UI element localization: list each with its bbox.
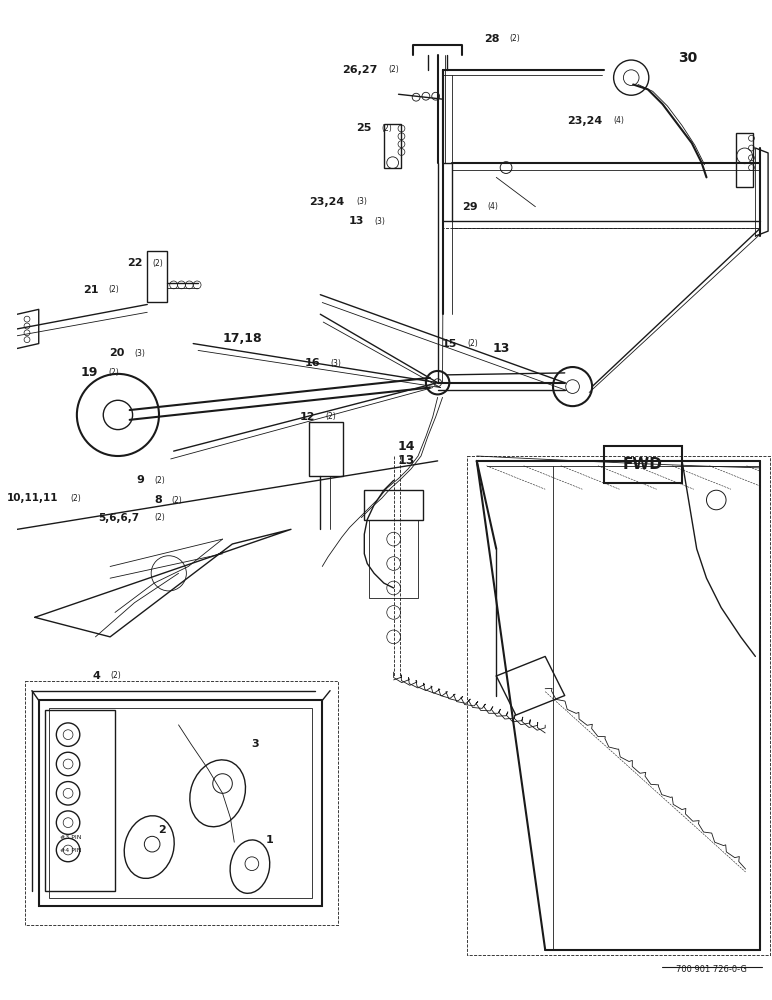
Bar [147,251,167,302]
Text: 2: 2 [158,825,166,835]
Text: #3 PIN: #3 PIN [60,835,82,840]
Text: 8: 8 [154,495,162,505]
Bar [45,710,115,891]
Text: 12: 12 [300,412,316,422]
Text: 9: 9 [137,475,144,485]
Text: 28: 28 [484,34,499,44]
Text: 5,6,6,7: 5,6,6,7 [98,513,140,523]
Text: 1: 1 [266,835,273,845]
Text: 13: 13 [349,216,364,226]
Text: 22: 22 [127,258,142,268]
Text: (2): (2) [325,412,336,421]
Text: (2): (2) [152,259,163,268]
Text: (2): (2) [171,495,182,504]
Bar [49,708,313,898]
Text: (2): (2) [389,65,399,74]
Text: (2): (2) [110,671,121,680]
Text: 26,27: 26,27 [342,65,377,75]
Text: (4): (4) [487,202,499,211]
Text: 19: 19 [81,366,98,379]
Text: (3): (3) [374,217,385,226]
Text: 13: 13 [398,454,415,467]
Text: (3): (3) [134,349,145,358]
Text: (3): (3) [357,197,367,206]
Bar [309,422,343,476]
Text: 13: 13 [493,342,510,355]
Text: (2): (2) [509,34,520,43]
Text: 15: 15 [442,339,457,349]
Bar [384,124,401,168]
Text: 4: 4 [93,671,100,681]
Text: 25: 25 [356,123,371,133]
Text: (3): (3) [330,359,341,368]
Text: FWD: FWD [623,457,663,472]
Bar [604,446,682,483]
Bar [369,520,418,598]
Text: 23,24: 23,24 [310,197,345,207]
Text: 700 901 726-0-G: 700 901 726-0-G [676,965,747,974]
Text: (4): (4) [614,116,625,125]
Text: 30: 30 [679,51,698,65]
Bar [736,133,753,187]
Text: 20: 20 [110,348,125,358]
Text: (2): (2) [108,368,119,377]
Text: #4 PIN: #4 PIN [60,848,82,853]
Text: (2): (2) [108,285,119,294]
Bar [39,700,322,906]
Text: 21: 21 [83,285,98,295]
Text: (2): (2) [381,124,391,133]
Text: 10,11,11: 10,11,11 [7,493,59,503]
Text: 17,18: 17,18 [222,332,262,345]
Text: (2): (2) [154,476,165,485]
Text: (2): (2) [154,513,165,522]
Text: 14: 14 [398,440,415,453]
Text: 3: 3 [251,739,259,749]
Text: (2): (2) [70,494,81,503]
Text: 23,24: 23,24 [567,116,602,126]
Bar [364,490,423,520]
Text: 16: 16 [305,358,320,368]
Text: 29: 29 [462,202,478,212]
Text: (2): (2) [467,339,478,348]
